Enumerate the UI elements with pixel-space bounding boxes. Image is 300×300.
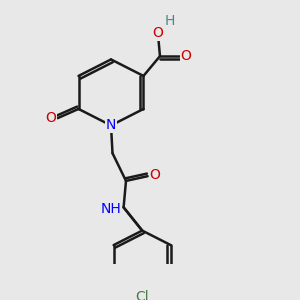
Text: O: O (150, 168, 160, 182)
Text: H: H (165, 14, 175, 28)
Text: N: N (106, 118, 116, 133)
Text: O: O (181, 49, 191, 63)
Text: O: O (152, 26, 163, 40)
Text: O: O (46, 111, 56, 125)
Text: Cl: Cl (135, 290, 149, 300)
Text: NH: NH (100, 202, 122, 216)
